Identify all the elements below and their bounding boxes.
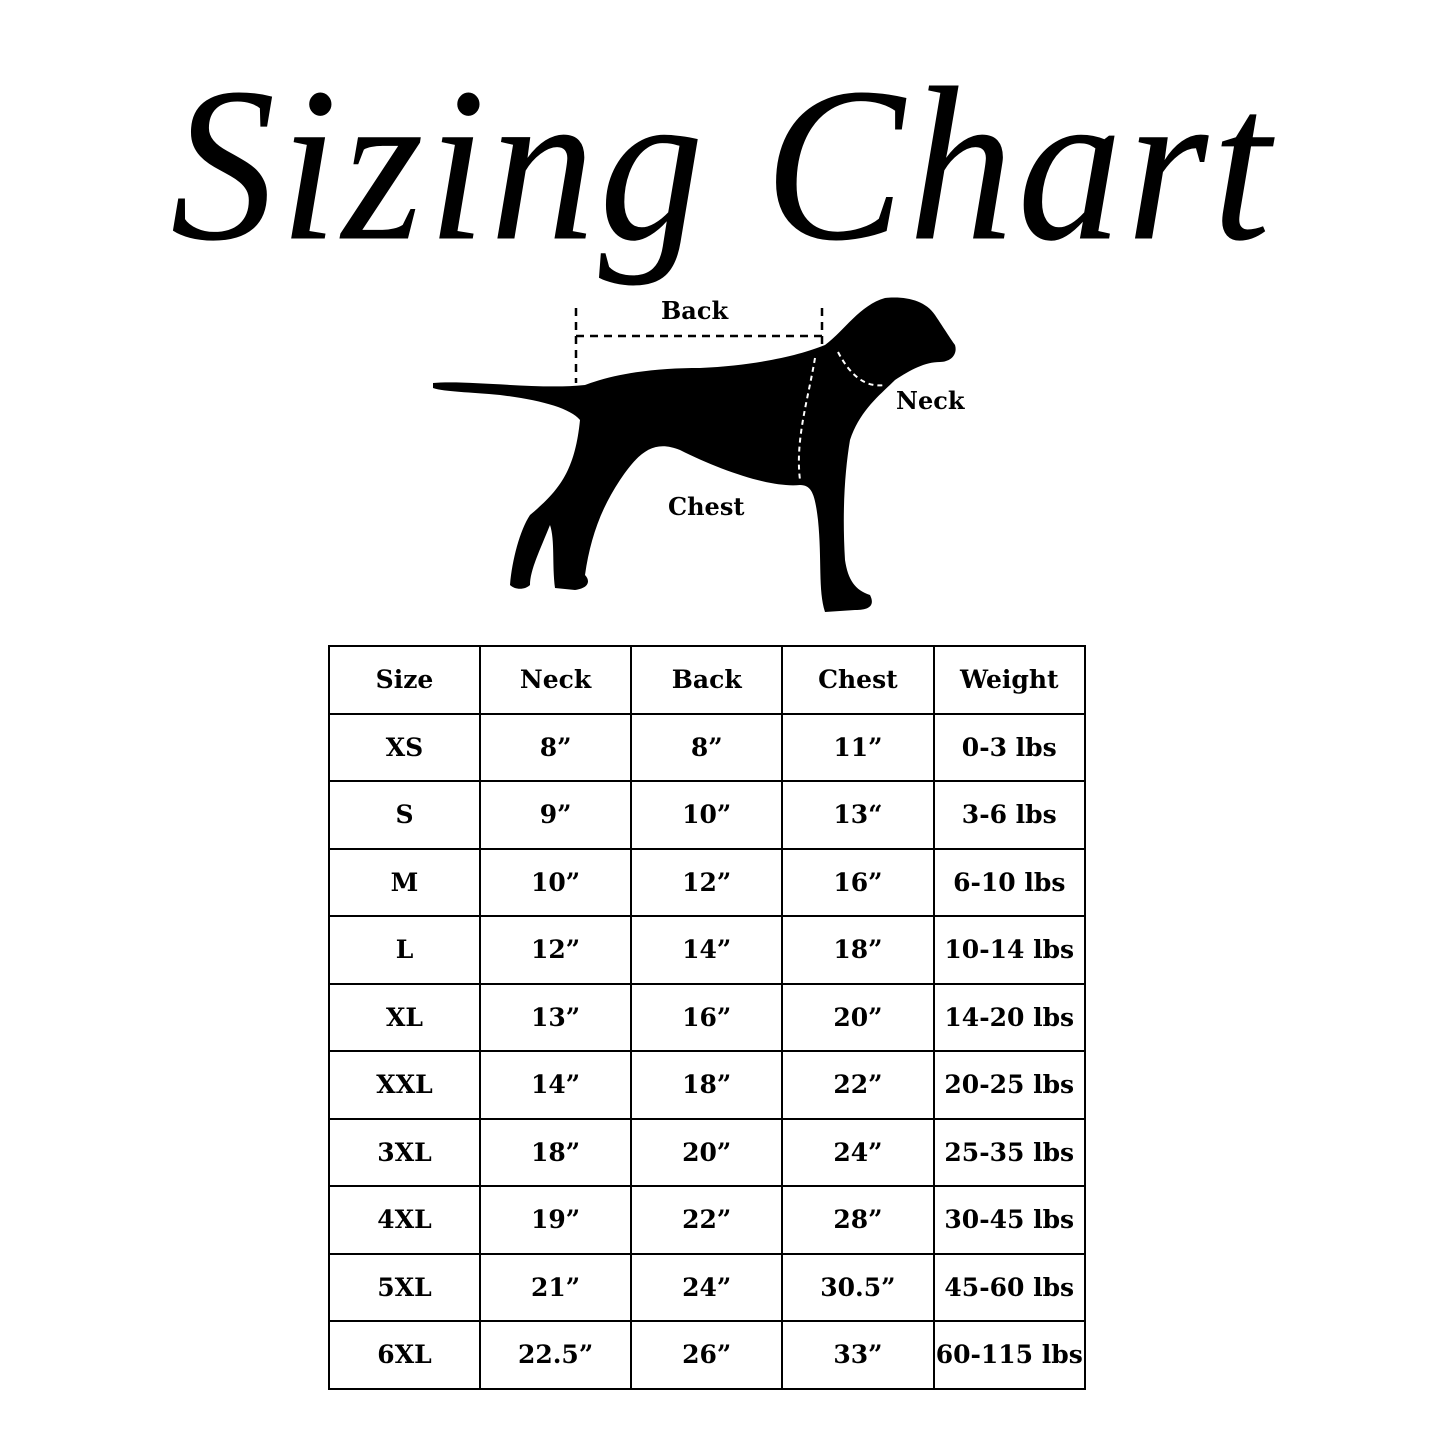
cell-size: XS xyxy=(328,712,481,782)
table-row: XS 8” 8” 11” 0-3 lbs xyxy=(328,712,1087,782)
page-title: Sizing Chart xyxy=(170,43,1275,287)
header-size: Size xyxy=(328,645,481,715)
cell-neck: 12” xyxy=(478,915,633,985)
cell-neck: 13” xyxy=(478,982,633,1052)
cell-back: 26” xyxy=(630,1320,784,1390)
cell-back: 24” xyxy=(630,1252,784,1322)
back-measure-line xyxy=(574,308,824,383)
chest-measure-line xyxy=(797,357,816,481)
table-row: 6XL 22.5” 26” 33” 60-115 lbs xyxy=(328,1320,1087,1390)
dog-silhouette-diagram xyxy=(433,297,956,612)
cell-back: 16” xyxy=(630,982,784,1052)
cell-neck: 9” xyxy=(478,780,633,850)
cell-weight: 3-6 lbs xyxy=(932,780,1087,850)
table-row: 5XL 21” 24” 30.5” 45-60 lbs xyxy=(328,1252,1087,1322)
cell-chest: 11” xyxy=(781,712,935,782)
cell-weight: 14-20 lbs xyxy=(932,982,1087,1052)
cell-back: 14” xyxy=(630,915,784,985)
cell-chest: 13“ xyxy=(781,780,935,850)
cell-chest: 30.5” xyxy=(781,1252,935,1322)
table-row: 4XL 19” 22” 28” 30-45 lbs xyxy=(328,1185,1087,1255)
cell-neck: 8” xyxy=(478,712,633,782)
table-row: XL 13” 16” 20” 14-20 lbs xyxy=(328,982,1087,1052)
cell-back: 18” xyxy=(630,1050,784,1120)
cell-size: XL xyxy=(328,982,481,1052)
cell-neck: 21” xyxy=(478,1252,633,1322)
cell-neck: 14” xyxy=(478,1050,633,1120)
cell-neck: 18” xyxy=(478,1117,633,1187)
header-weight: Weight xyxy=(932,645,1087,715)
cell-back: 12” xyxy=(630,847,784,917)
cell-weight: 20-25 lbs xyxy=(932,1050,1087,1120)
cell-chest: 33” xyxy=(781,1320,935,1390)
neck-measure-line xyxy=(837,351,886,387)
back-label: Back xyxy=(661,296,729,325)
cell-size: XXL xyxy=(328,1050,481,1120)
table-header-row: Size Neck Back Chest Weight xyxy=(328,645,1087,715)
header-chest: Chest xyxy=(781,645,935,715)
cell-weight: 30-45 lbs xyxy=(932,1185,1087,1255)
header-back: Back xyxy=(630,645,784,715)
cell-size: 3XL xyxy=(328,1117,481,1187)
dog-silhouette xyxy=(433,297,956,612)
sizing-table: Size Neck Back Chest Weight XS 8” 8” 11” 0-3… xyxy=(328,645,1087,1390)
neck-label: Neck xyxy=(896,386,965,415)
table-row: XXL 14” 18” 22” 20-25 lbs xyxy=(328,1050,1087,1120)
cell-neck: 22.5” xyxy=(478,1320,633,1390)
cell-size: S xyxy=(328,780,481,850)
cell-chest: 18” xyxy=(781,915,935,985)
cell-size: M xyxy=(328,847,481,917)
cell-size: 6XL xyxy=(328,1320,481,1390)
header-neck: Neck xyxy=(478,645,633,715)
cell-weight: 0-3 lbs xyxy=(932,712,1087,782)
chest-label: Chest xyxy=(668,492,745,521)
cell-chest: 22” xyxy=(781,1050,935,1120)
cell-size: 5XL xyxy=(328,1252,481,1322)
cell-weight: 6-10 lbs xyxy=(932,847,1087,917)
cell-back: 10” xyxy=(630,780,784,850)
cell-chest: 16” xyxy=(781,847,935,917)
cell-back: 8” xyxy=(630,712,784,782)
cell-back: 20” xyxy=(630,1117,784,1187)
cell-chest: 24” xyxy=(781,1117,935,1187)
cell-weight: 10-14 lbs xyxy=(932,915,1087,985)
table-row: L 12” 14” 18” 10-14 lbs xyxy=(328,915,1087,985)
table-row: 3XL 18” 20” 24” 25-35 lbs xyxy=(328,1117,1087,1187)
cell-weight: 60-115 lbs xyxy=(932,1320,1087,1390)
table-row: M 10” 12” 16” 6-10 lbs xyxy=(328,847,1087,917)
cell-chest: 28” xyxy=(781,1185,935,1255)
cell-neck: 10” xyxy=(478,847,633,917)
cell-size: 4XL xyxy=(328,1185,481,1255)
cell-size: L xyxy=(328,915,481,985)
cell-chest: 20” xyxy=(781,982,935,1052)
cell-neck: 19” xyxy=(478,1185,633,1255)
cell-weight: 25-35 lbs xyxy=(932,1117,1087,1187)
table-row: S 9” 10” 13“ 3-6 lbs xyxy=(328,780,1087,850)
cell-back: 22” xyxy=(630,1185,784,1255)
cell-weight: 45-60 lbs xyxy=(932,1252,1087,1322)
